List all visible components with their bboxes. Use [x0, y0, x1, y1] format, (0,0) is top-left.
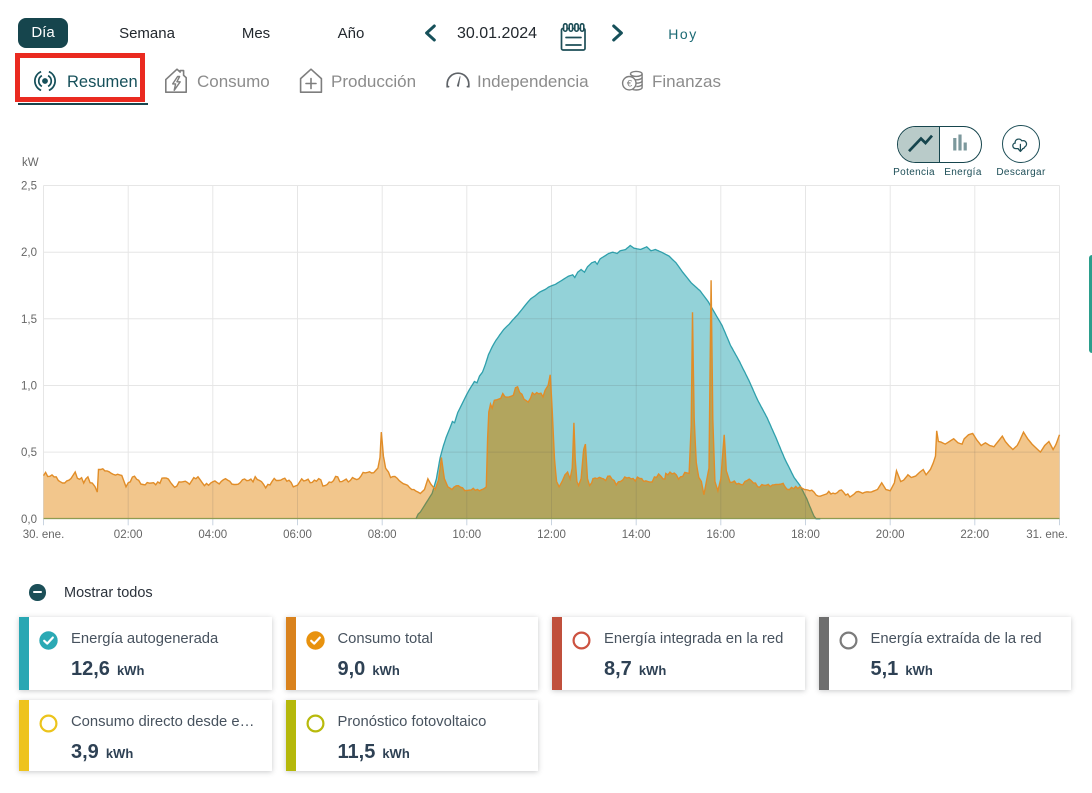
svg-text:0,5: 0,5: [21, 447, 37, 459]
svg-text:€: €: [627, 79, 633, 90]
svg-text:06:00: 06:00: [283, 529, 312, 541]
svg-text:1,0: 1,0: [21, 381, 37, 393]
svg-text:2,5: 2,5: [21, 181, 37, 193]
svg-text:2,0: 2,0: [21, 247, 37, 259]
svg-text:1,5: 1,5: [21, 314, 37, 326]
svg-text:12:00: 12:00: [537, 529, 566, 541]
svg-text:20:00: 20:00: [876, 529, 905, 541]
svg-text:kW: kW: [22, 157, 39, 169]
svg-text:18:00: 18:00: [791, 529, 820, 541]
svg-text:02:00: 02:00: [114, 529, 143, 541]
svg-text:10:00: 10:00: [452, 529, 481, 541]
svg-text:08:00: 08:00: [368, 529, 397, 541]
svg-text:16:00: 16:00: [706, 529, 735, 541]
svg-text:30. ene.: 30. ene.: [23, 529, 65, 541]
svg-text:22:00: 22:00: [960, 529, 989, 541]
svg-text:31. ene.: 31. ene.: [1026, 529, 1068, 541]
svg-text:0,0: 0,0: [21, 514, 37, 526]
svg-text:14:00: 14:00: [622, 529, 651, 541]
svg-text:04:00: 04:00: [198, 529, 227, 541]
